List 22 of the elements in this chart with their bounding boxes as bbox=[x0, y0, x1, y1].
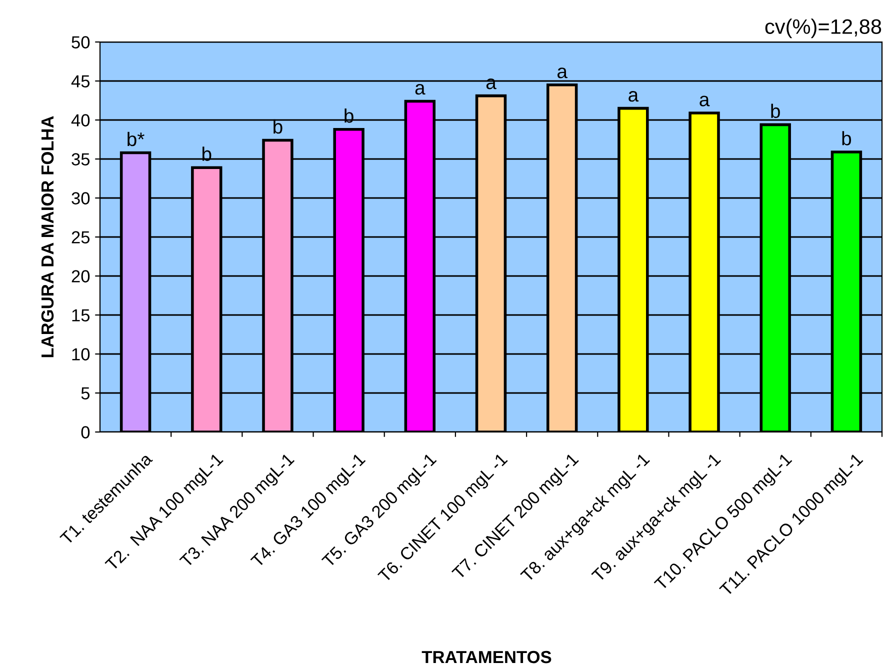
y-tick-label: 0 bbox=[81, 426, 90, 438]
y-tick-label: 45 bbox=[71, 75, 90, 88]
annotation: b bbox=[842, 131, 852, 146]
y-tick-label: 5 bbox=[81, 387, 90, 400]
annotation: b* bbox=[128, 132, 144, 146]
y-tick-label: 20 bbox=[72, 270, 90, 282]
y-tick-label: 30 bbox=[72, 192, 90, 204]
annotation: a bbox=[628, 91, 639, 102]
annotation: a bbox=[558, 68, 568, 78]
annotation: a bbox=[415, 84, 426, 95]
text: cv(%)=12,88 bbox=[765, 18, 882, 38]
annotation: a bbox=[700, 96, 710, 106]
y-tick-label: 10 bbox=[72, 348, 90, 360]
y-tick-label: 25 bbox=[72, 231, 90, 244]
annotation: b bbox=[771, 104, 780, 118]
y-tick-label: 15 bbox=[72, 309, 90, 322]
y-tick-label: 35 bbox=[72, 153, 90, 166]
x-axis-title: TRATAMENTOS bbox=[422, 650, 552, 664]
y-tick-label: 40 bbox=[71, 114, 90, 126]
y-axis-title: LARGURA DA MAIOR FOLHA bbox=[41, 116, 54, 358]
annotation: b bbox=[274, 119, 282, 134]
y-tick-label: 50 bbox=[72, 36, 90, 48]
